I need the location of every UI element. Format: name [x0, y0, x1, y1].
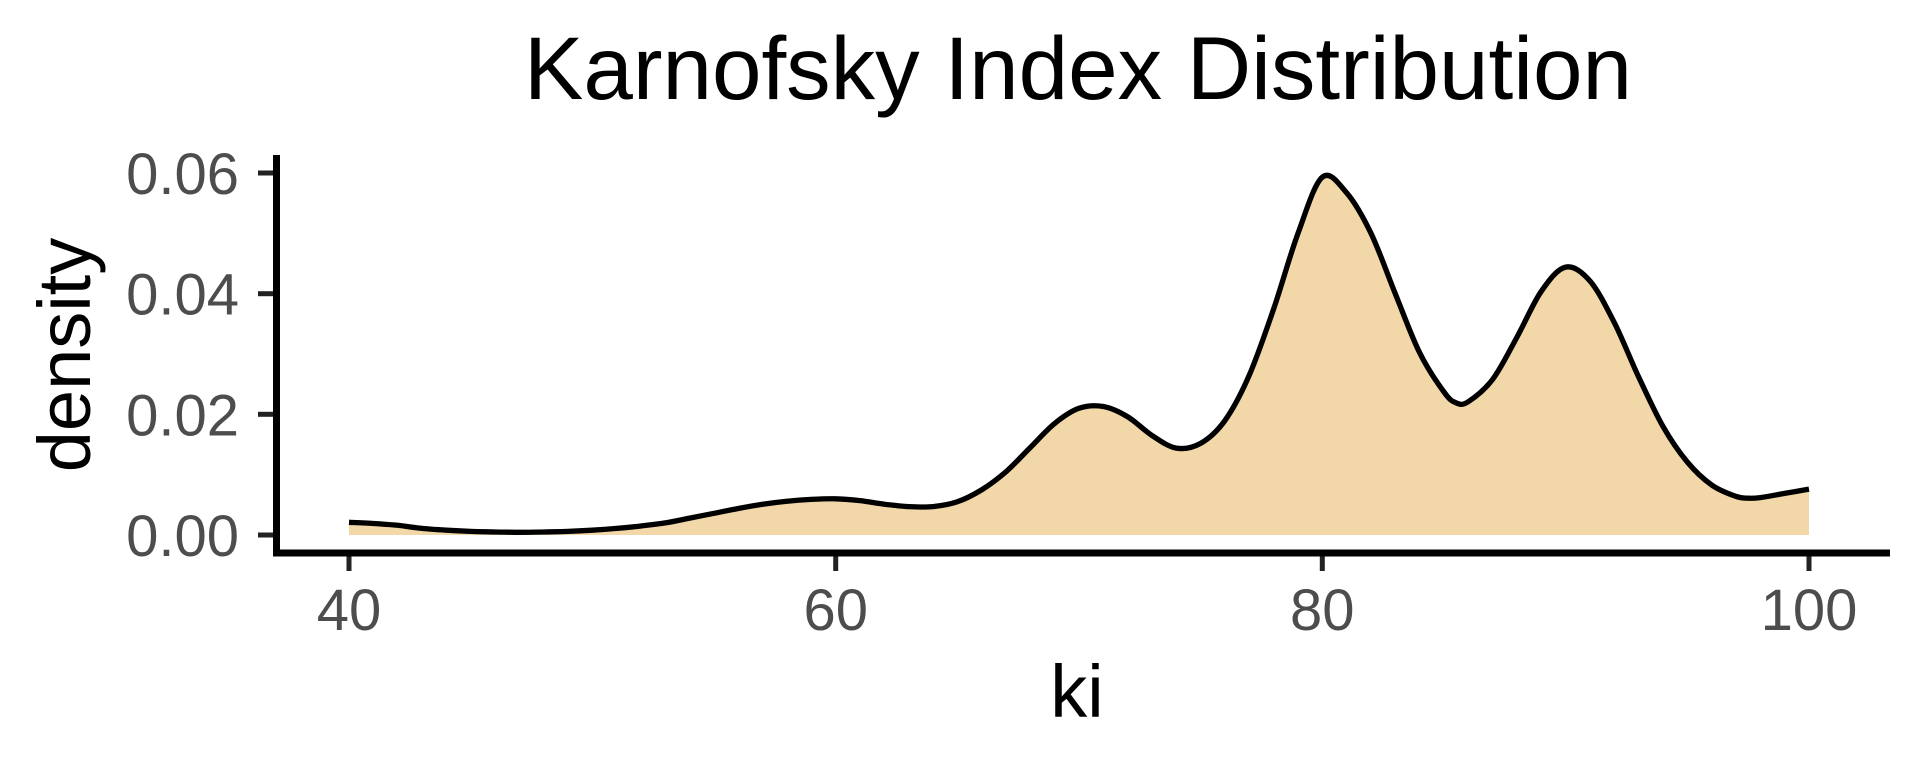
x-tick-label: 40 — [317, 578, 382, 643]
x-tick-label: 80 — [1290, 578, 1355, 643]
density-area-fill — [349, 175, 1809, 535]
density-curve-line — [348, 172, 1810, 535]
y-tick-label: 0.06 — [126, 142, 239, 207]
chart-title: Karnofsky Index Distribution — [524, 18, 1632, 118]
x-axis-ticks: 40 60 80 100 — [317, 556, 1858, 643]
x-axis: 40 60 80 100 ki — [273, 549, 1890, 733]
y-tick-label: 0.04 — [126, 263, 239, 328]
x-tick-label: 60 — [803, 578, 868, 643]
x-tick-label: 100 — [1761, 578, 1858, 643]
y-axis: 0.00 0.02 0.04 0.06 density — [23, 142, 280, 569]
y-axis-ticks: 0.00 0.02 0.04 0.06 — [126, 142, 273, 569]
y-axis-title: density — [23, 238, 106, 472]
x-axis-title: ki — [1050, 650, 1103, 733]
y-tick-label: 0.02 — [126, 383, 239, 448]
y-tick-label: 0.00 — [126, 504, 239, 569]
